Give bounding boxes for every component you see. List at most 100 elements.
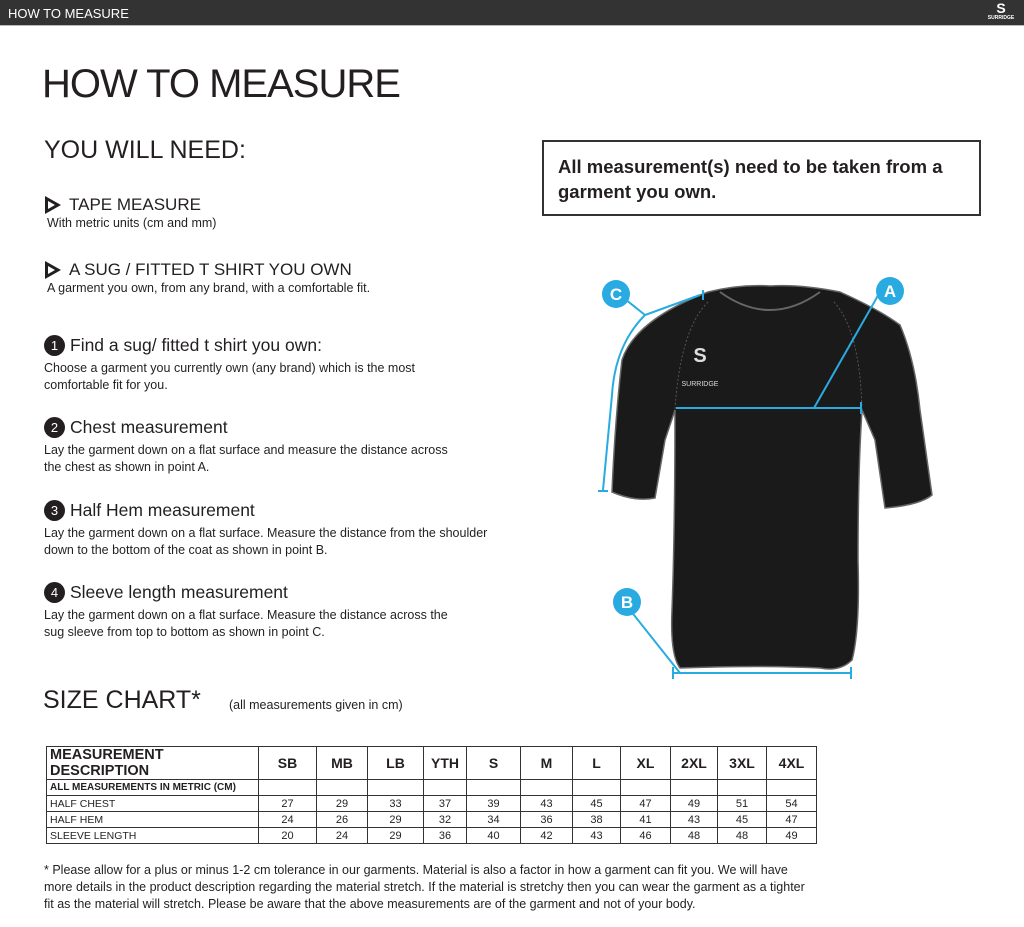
column-header: L (572, 746, 621, 780)
step: 2 Chest measurement Lay the garment down … (44, 417, 448, 476)
triangle-bullet-icon (45, 196, 61, 214)
need-item-title: A SUG / FITTED T SHIRT YOU OWN (69, 260, 352, 279)
table-cell (316, 779, 368, 796)
step-title: Sleeve length measurement (70, 582, 288, 602)
label-a: A (884, 282, 896, 301)
step-desc: sug sleeve from top to bottom as shown i… (44, 625, 325, 639)
table-cell: 49 (670, 795, 718, 812)
step-desc: down to the bottom of the coat as shown … (44, 543, 328, 557)
table-cell: 29 (367, 827, 424, 844)
step-number: 1 (44, 335, 65, 356)
raglan-seam (674, 301, 863, 411)
table-cell: 54 (766, 795, 817, 812)
label-b: B (621, 593, 633, 612)
row-label: SLEEVE LENGTH (46, 827, 259, 844)
step: 1 Find a sug/ fitted t shirt you own: Cho… (44, 335, 415, 394)
table-cell: 27 (258, 795, 317, 812)
table-row: HALF CHEST 27 29 33 37 39 43 45 47 49 51 54 (46, 795, 817, 812)
table-cell (766, 779, 817, 796)
label-b-badge (613, 588, 641, 616)
table-cell (670, 779, 718, 796)
row-label: ALL MEASUREMENTS IN METRIC (CM) (46, 779, 259, 796)
step-desc: Lay the garment down on a flat surface. … (44, 526, 488, 540)
column-header: LB (367, 746, 424, 780)
table-cell: 39 (466, 795, 521, 812)
table-cell: 47 (620, 795, 671, 812)
table-cell (466, 779, 521, 796)
brand-logo: S SURRIDGE (987, 0, 1015, 21)
column-header: MB (316, 746, 368, 780)
table-cell (520, 779, 573, 796)
column-header: MEASUREMENT DESCRIPTION (46, 746, 259, 780)
table-cell: 43 (520, 795, 573, 812)
table-cell (423, 779, 467, 796)
table-cell: 29 (367, 811, 424, 828)
table-cell (620, 779, 671, 796)
table-cell: 34 (466, 811, 521, 828)
table-cell: 48 (717, 827, 767, 844)
top-bar: HOW TO MEASURE S SURRIDGE (0, 0, 1024, 26)
table-cell: 45 (572, 795, 621, 812)
table-cell: 20 (258, 827, 317, 844)
shirt-logo-icon: S (693, 345, 706, 367)
page-title: HOW TO MEASURE (42, 62, 401, 106)
table-cell: 47 (766, 811, 817, 828)
collar (719, 291, 821, 311)
table-cell: 41 (620, 811, 671, 828)
table-cell (572, 779, 621, 796)
step-desc: comfortable fit for you. (44, 378, 168, 392)
table-cell: 29 (316, 795, 368, 812)
size-chart-table: MEASUREMENT DESCRIPTION SB MB LB YTH S M L XL 2XL… (46, 746, 817, 844)
column-header: 3XL (717, 746, 767, 780)
size-chart-note: (all measurements given in cm) (229, 698, 403, 712)
column-header: YTH (423, 746, 467, 780)
garment-diagram: S SURRIDGE A B C (598, 277, 933, 679)
table-cell: 37 (423, 795, 467, 812)
step-number: 2 (44, 417, 65, 438)
step-number: 3 (44, 500, 65, 521)
table-cell: 40 (466, 827, 521, 844)
table-row: HALF HEM 24 26 29 32 34 36 38 41 43 45 47 (46, 811, 817, 828)
table-cell: 24 (258, 811, 317, 828)
table-cell: 26 (316, 811, 368, 828)
table-header-row: MEASUREMENT DESCRIPTION SB MB LB YTH S M L XL 2XL… (46, 746, 817, 780)
table-cell: 42 (520, 827, 573, 844)
shirt-body (611, 284, 933, 670)
table-cell: 36 (520, 811, 573, 828)
table-cell: 48 (670, 827, 718, 844)
table-cell (367, 779, 424, 796)
column-header: XL (620, 746, 671, 780)
table-cell: 33 (367, 795, 424, 812)
label-c: C (610, 285, 622, 304)
column-header: 4XL (766, 746, 817, 780)
column-header: M (520, 746, 573, 780)
step-desc: Lay the garment down on a flat surface. … (44, 608, 448, 622)
top-bar-title: HOW TO MEASURE (8, 6, 129, 21)
table-row: ALL MEASUREMENTS IN METRIC (CM) (46, 779, 817, 796)
notice-box: All measurement(s) need to be taken from… (542, 140, 981, 216)
step-desc: the chest as shown in point A. (44, 460, 210, 474)
row-label: HALF HEM (46, 811, 259, 828)
column-header: S (466, 746, 521, 780)
footnote: * Please allow for a plus or minus 1-2 c… (44, 863, 805, 911)
table-cell (258, 779, 317, 796)
step-title: Half Hem measurement (70, 500, 255, 520)
table-cell: 46 (620, 827, 671, 844)
table-cell: 43 (670, 811, 718, 828)
table-cell: 24 (316, 827, 368, 844)
table-cell: 51 (717, 795, 767, 812)
table-row: SLEEVE LENGTH 20 24 29 36 40 42 43 46 48 48 49 (46, 827, 817, 844)
table-cell: 38 (572, 811, 621, 828)
triangle-bullet-icon (45, 261, 61, 279)
need-item-desc: A garment you own, from any brand, with … (47, 281, 371, 295)
table-cell: 45 (717, 811, 767, 828)
need-item-title: TAPE MEASURE (69, 195, 201, 214)
column-header: 2XL (670, 746, 718, 780)
need-item: TAPE MEASURE With metric units (cm and m… (45, 195, 216, 232)
step-title: Chest measurement (70, 417, 228, 437)
need-item-desc: With metric units (cm and mm) (47, 216, 217, 230)
need-item: A SUG / FITTED T SHIRT YOU OWN A garment… (45, 260, 370, 297)
table-cell: 32 (423, 811, 467, 828)
label-a-badge (876, 277, 904, 305)
shirt-logo-text: SURRIDGE (682, 381, 719, 388)
